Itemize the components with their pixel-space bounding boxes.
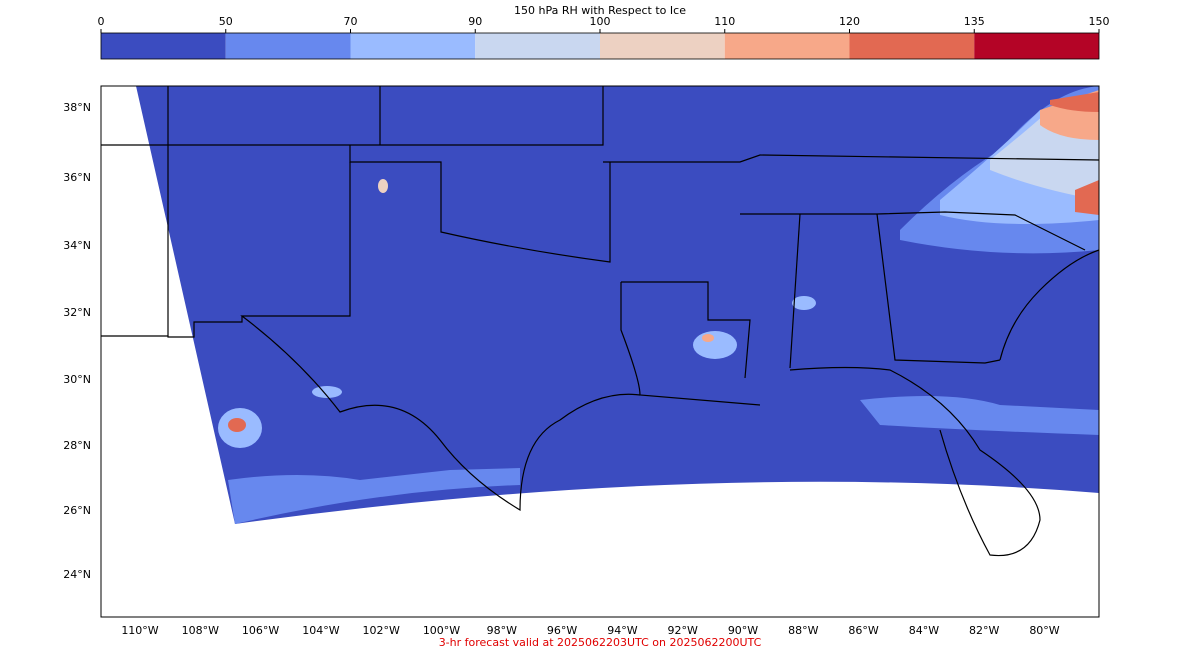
- lon-label: 88°W: [788, 624, 818, 637]
- colorbar-segment: [475, 33, 600, 59]
- lon-label: 108°W: [182, 624, 219, 637]
- footer: 3-hr forecast valid at 2025062203UTC on …: [439, 636, 762, 649]
- colorbar-tick-label: 110: [714, 15, 735, 28]
- colorbar-segment: [350, 33, 476, 59]
- graticule-labels: 38°N 36°N 34°N 32°N 30°N 28°N 26°N 24°N 110°W 108…: [63, 101, 1060, 637]
- lon-label: 106°W: [242, 624, 279, 637]
- lat-label: 36°N: [63, 171, 91, 184]
- domain: [136, 86, 1099, 524]
- colorbar-segment: [849, 33, 975, 59]
- lon-label: 86°W: [848, 624, 878, 637]
- lon-label: 104°W: [302, 624, 339, 637]
- cell: [378, 179, 388, 193]
- lon-label: 110°W: [121, 624, 158, 637]
- colorbar-segment: [225, 33, 351, 59]
- cell: [312, 386, 342, 398]
- colorbar-tick-label: 90: [468, 15, 482, 28]
- lat-label: 24°N: [63, 568, 91, 581]
- colorbar-segment: [101, 33, 226, 59]
- colorbar-tick-label: 0: [98, 15, 105, 28]
- cell: [228, 418, 246, 432]
- lat-label: 38°N: [63, 101, 91, 114]
- map: [100, 85, 1100, 618]
- moist-area: [1050, 92, 1099, 112]
- moist-area: [228, 468, 520, 524]
- lon-label: 98°W: [487, 624, 517, 637]
- colorbar-tick-label: 150: [1089, 15, 1110, 28]
- lon-label: 96°W: [547, 624, 577, 637]
- cell: [792, 296, 816, 310]
- colorbar-tick-label: 120: [839, 15, 860, 28]
- moist-area: [860, 396, 1099, 435]
- colorbar-segment: [600, 33, 725, 59]
- lat-label: 34°N: [63, 239, 91, 252]
- lon-label: 82°W: [969, 624, 999, 637]
- lon-label: 100°W: [423, 624, 460, 637]
- map-frame: [100, 85, 1100, 618]
- lat-label: 26°N: [63, 504, 91, 517]
- lat-label: 32°N: [63, 306, 91, 319]
- lon-label: 92°W: [668, 624, 698, 637]
- lon-label: 84°W: [909, 624, 939, 637]
- lat-label: 28°N: [63, 439, 91, 452]
- moist-area: [1075, 180, 1099, 215]
- lat-label: 30°N: [63, 373, 91, 386]
- colorbar-tick-label: 50: [219, 15, 233, 28]
- colorbar-title: 150 hPa RH with Respect to Ice: [514, 4, 686, 17]
- colorbar-segment: [974, 33, 1099, 59]
- lon-label: 94°W: [607, 624, 637, 637]
- borders: [101, 86, 1100, 557]
- cell: [693, 331, 737, 359]
- colorbar-tick-label: 100: [590, 15, 611, 28]
- colorbar-tick-label: 70: [344, 15, 358, 28]
- colorbar-tick-label: 135: [964, 15, 985, 28]
- cell: [702, 334, 714, 342]
- lon-label: 80°W: [1029, 624, 1059, 637]
- lon-label: 90°W: [728, 624, 758, 637]
- colorbar-segment: [724, 33, 850, 59]
- colorbar: 0 50 70 90 100 110 120 135 150: [98, 15, 1110, 60]
- lon-label: 102°W: [363, 624, 400, 637]
